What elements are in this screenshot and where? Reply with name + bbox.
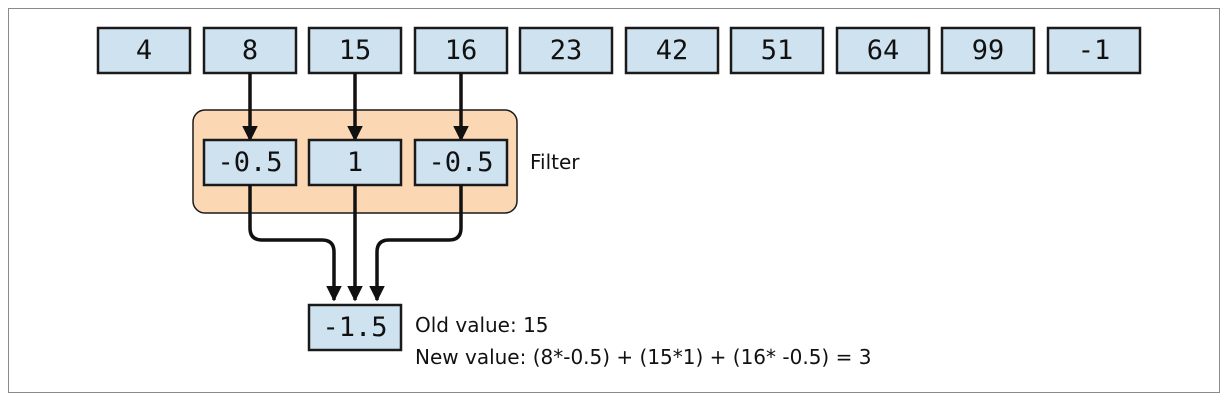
filter-cell-value: 1 [347,147,363,178]
input-cell [729,26,825,75]
input-cell [835,26,931,75]
input-array: 4 8 15 16 23 42 51 64 99 -1 [96,26,1142,75]
filter-cell [307,138,403,187]
input-cell-value: 42 [656,35,689,66]
filter-cell-value: -0.5 [217,147,282,178]
input-cell [940,26,1036,75]
filter-label: Filter [530,150,580,174]
input-cell-value: 8 [242,35,258,66]
input-cell-value: -1 [1078,35,1111,66]
input-cell-value: 99 [972,35,1005,66]
input-cell-value: 16 [445,35,478,66]
input-cell [202,26,298,75]
filter-cell [413,138,509,187]
new-value-text: New value: (8*-0.5) + (15*1) + (16* -0.5… [415,345,871,369]
filter-to-output-arrows [248,185,463,302]
output-cell-value: -1.5 [322,312,387,343]
input-cell [1046,26,1142,75]
input-cell [96,26,192,75]
input-cell [624,26,720,75]
input-cell [518,26,614,75]
input-to-filter-arrows [242,73,469,142]
input-cell-value: 23 [550,35,583,66]
input-cell-value: 4 [136,35,152,66]
input-cell-value: 64 [867,35,900,66]
old-value-text: Old value: 15 [415,313,549,337]
arrow-down-icon [369,185,463,302]
input-cell-value: 15 [339,35,372,66]
filter-kernel: -0.5 1 -0.5 [202,138,509,187]
input-cell-value: 51 [761,35,794,66]
output-cell [307,303,403,352]
filter-cell-value: -0.5 [428,147,493,178]
arrow-down-icon [248,185,342,302]
filter-cell [202,138,298,187]
